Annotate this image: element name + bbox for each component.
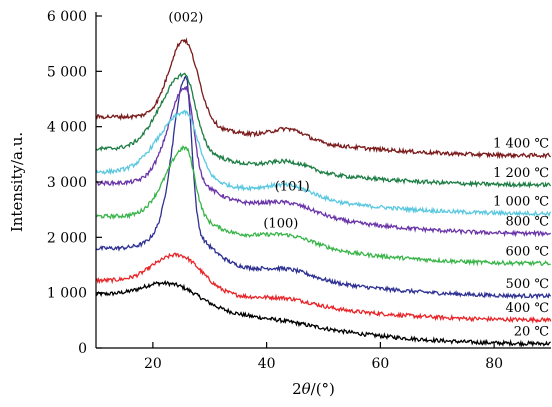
series-line	[95, 252, 552, 324]
x-axis-title: 2θ/(°)	[292, 380, 335, 398]
peak-annotation: (100)	[263, 216, 298, 231]
axes-group	[95, 12, 551, 349]
ticks-group: 0 1 000 2 000 3 000 4 000 5 000 6 000 20 40 60 80	[47, 9, 503, 372]
series-line	[95, 279, 551, 348]
y-tick-label: 1 000	[47, 286, 87, 302]
y-tick-label: 3 000	[47, 175, 87, 191]
x-axis-title-prefix: 2	[292, 380, 302, 398]
peak-annotation: (101)	[275, 179, 310, 194]
series-label: 20 ℃	[514, 325, 549, 340]
series-line	[95, 72, 552, 189]
series-label: 1 400 ℃	[493, 136, 549, 151]
x-tick-label: 80	[485, 356, 503, 372]
series-line	[95, 37, 551, 160]
series-line	[95, 75, 552, 301]
x-axis-title-variable: θ	[302, 380, 311, 398]
series-label: 1 000 ℃	[493, 195, 549, 210]
series-label: 500 ℃	[506, 277, 550, 292]
series-line	[95, 145, 551, 267]
y-tick-label: 5 000	[47, 64, 87, 80]
curves-group	[95, 37, 552, 348]
series-label: 1 200 ℃	[493, 166, 549, 181]
x-tick-label: 40	[258, 356, 276, 372]
series-line	[95, 86, 552, 238]
y-tick-label: 4 000	[47, 120, 87, 136]
x-tick-label: 20	[144, 356, 162, 372]
labels-group: 20 ℃ 400 ℃ 500 ℃ 600 ℃ 800 ℃ 1 000 ℃ 1 200 ℃ 1 …	[168, 11, 549, 340]
x-tick-label: 60	[371, 356, 389, 372]
series-label: 600 ℃	[506, 244, 550, 259]
peak-annotation: (002)	[168, 11, 203, 26]
y-tick-label: 0	[78, 341, 87, 357]
series-line	[95, 109, 552, 217]
y-tick-label: 2 000	[47, 230, 87, 246]
y-tick-label: 6 000	[47, 9, 87, 25]
x-axis-title-unit: /(°)	[311, 380, 335, 398]
y-axis-title: Intensity/a.u.	[8, 132, 26, 232]
series-label: 800 ℃	[506, 214, 550, 229]
series-label: 400 ℃	[506, 301, 550, 316]
